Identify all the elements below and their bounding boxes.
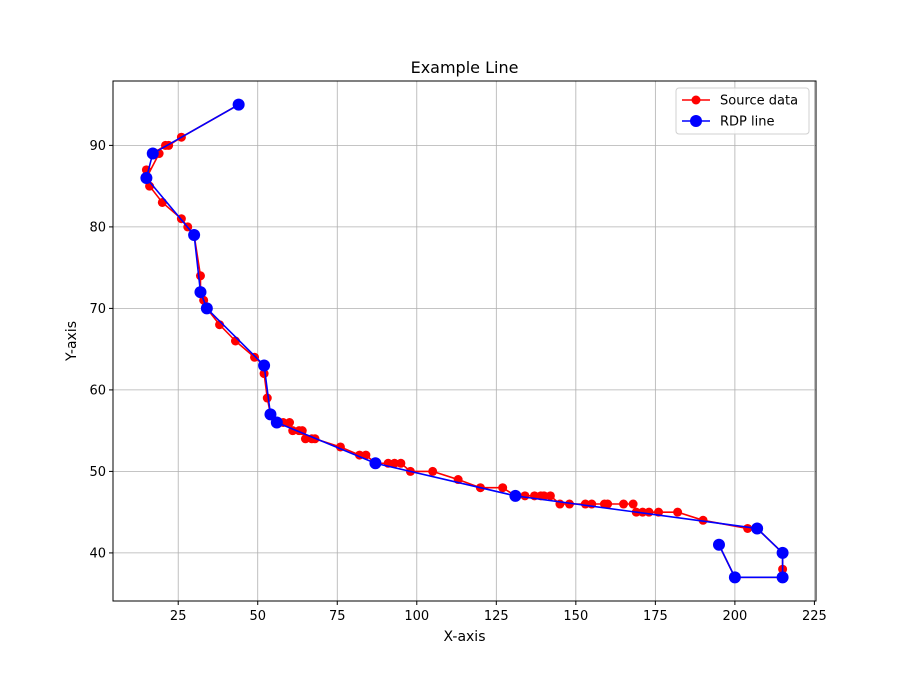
rdp-line-point xyxy=(264,408,277,421)
y-tick-label: 80 xyxy=(89,220,106,235)
plot-frame xyxy=(112,80,817,602)
source-data-point xyxy=(300,434,310,444)
source-data-point xyxy=(390,458,400,468)
ticks: 25 50 75 100 125 150 175 200 225 40 50 60 70 80 90 xyxy=(89,139,826,624)
rdp-line-point xyxy=(194,286,207,299)
source-data-point xyxy=(396,458,406,468)
x-tick-label: 225 xyxy=(802,609,827,624)
x-tick-label: 125 xyxy=(484,609,509,624)
y-tick-label: 70 xyxy=(89,302,106,317)
y-tick-label: 50 xyxy=(89,465,106,480)
source-data-point xyxy=(520,491,530,501)
source-data-point xyxy=(428,466,438,476)
rdp-line-point xyxy=(776,546,789,559)
source-data-point xyxy=(743,523,753,533)
source-data-point xyxy=(498,483,508,493)
rdp-line-point xyxy=(776,571,789,584)
legend-label-rdp-line: RDP line xyxy=(720,115,774,130)
y-tick-label: 40 xyxy=(89,546,106,561)
rdp-line-point xyxy=(188,229,201,242)
rdp-line-point xyxy=(728,571,741,584)
legend-swatch-marker-source-data xyxy=(691,95,701,105)
source-data-point xyxy=(628,499,638,509)
legend-swatch-marker-rdp-line xyxy=(690,115,702,127)
x-tick-label: 150 xyxy=(563,609,588,624)
x-tick-label: 175 xyxy=(643,609,668,624)
rdp-line-point xyxy=(258,359,271,372)
source-data-point xyxy=(285,418,295,428)
x-tick-label: 200 xyxy=(722,609,747,624)
x-tick-label: 50 xyxy=(249,609,266,624)
source-data-point xyxy=(195,271,205,281)
x-axis-title: X-axis xyxy=(444,629,486,645)
source-data-point xyxy=(259,369,269,379)
source-data-point xyxy=(603,499,613,509)
legend: Source data RDP line xyxy=(675,87,810,135)
source-data-point xyxy=(250,352,260,362)
x-tick-label: 75 xyxy=(329,609,346,624)
rdp-line-point xyxy=(712,538,725,551)
source-data-point xyxy=(619,499,629,509)
y-tick-label: 60 xyxy=(89,383,106,398)
rdp-line-point xyxy=(146,147,159,160)
rdp-line-point xyxy=(200,302,213,315)
x-tick-label: 25 xyxy=(170,609,187,624)
series-rdp-line xyxy=(140,98,789,584)
chart-title: Example Line xyxy=(411,58,519,77)
rdp-line-point xyxy=(509,489,522,502)
rdp-line-point xyxy=(140,171,153,184)
rdp-line-point xyxy=(270,416,283,429)
series-layer xyxy=(140,98,789,584)
source-data-point xyxy=(673,507,683,517)
source-data-point xyxy=(638,507,648,517)
source-data-point xyxy=(698,515,708,525)
rdp-line-point xyxy=(751,522,764,535)
source-data-point xyxy=(644,507,654,517)
source-data-point xyxy=(539,491,549,501)
grid xyxy=(113,81,816,601)
source-data-point xyxy=(262,393,272,403)
legend-label-source-data: Source data xyxy=(720,94,798,109)
rdp-line-point xyxy=(232,98,245,111)
y-axis-title: Y-axis xyxy=(64,321,80,362)
x-tick-label: 100 xyxy=(404,609,429,624)
rdp-line-point xyxy=(369,457,382,470)
y-tick-label: 90 xyxy=(89,139,106,154)
source-data-point xyxy=(157,197,167,207)
source-data-point xyxy=(545,491,555,501)
source-data-point xyxy=(564,499,574,509)
source-data-point xyxy=(361,450,371,460)
